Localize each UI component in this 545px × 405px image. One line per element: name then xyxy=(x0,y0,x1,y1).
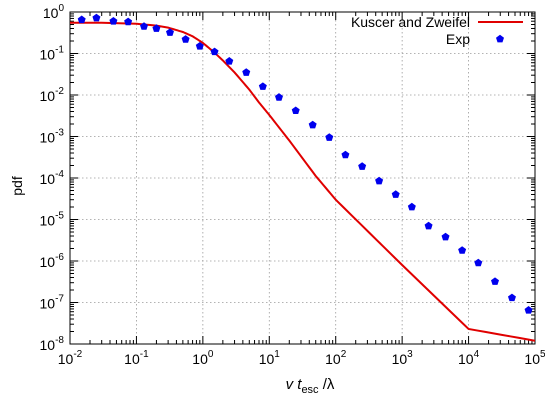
exp-data-point xyxy=(341,150,350,159)
y-tick-label: 100 xyxy=(43,3,65,21)
exp-data-point xyxy=(195,41,204,50)
x-tick-label: 100 xyxy=(192,349,214,367)
y-tick-label: 10-4 xyxy=(40,169,65,187)
exp-data-point xyxy=(358,162,367,170)
exp-data-point xyxy=(375,176,384,185)
exp-data-point xyxy=(291,106,300,115)
exp-data-point xyxy=(225,57,234,65)
y-tick-label: 10-8 xyxy=(40,335,65,353)
legend-swatch-marker xyxy=(496,34,504,43)
y-tick-label: 10-6 xyxy=(40,252,65,270)
legend-label: Exp xyxy=(446,31,470,47)
exp-data-point xyxy=(407,202,416,211)
grid xyxy=(70,12,535,344)
x-tick-label: 10-2 xyxy=(58,349,83,367)
x-tick-label: 103 xyxy=(392,349,414,367)
x-tick-labels: 10-2 10-1 100 101 102 103 104 105 xyxy=(58,349,545,367)
exp-data-point xyxy=(165,28,174,36)
exp-data-point xyxy=(181,35,190,43)
y-tick-label: 10-5 xyxy=(40,211,65,229)
y-tick-label: 10-7 xyxy=(40,294,65,312)
x-axis-label-subscript: esc xyxy=(301,384,319,396)
exp-data-point xyxy=(140,22,148,30)
exp-data-point xyxy=(210,47,219,56)
exp-data-point xyxy=(152,24,161,32)
x-tick-label: 105 xyxy=(524,349,545,367)
exp-data-point xyxy=(507,293,516,302)
ticks xyxy=(69,11,536,345)
x-tick-label: 104 xyxy=(458,349,480,367)
exp-data-point xyxy=(124,17,133,26)
x-tick-label: 101 xyxy=(259,349,281,367)
y-tick-label: 10-1 xyxy=(40,45,65,63)
x-axis-label-suffix: /λ xyxy=(319,376,335,393)
exp-data-point xyxy=(275,93,283,101)
x-axis-label-main: v t xyxy=(286,376,303,393)
y-tick-labels: 10-8 10-7 10-6 10-5 10-4 10-3 10-2 10-1 100 xyxy=(40,3,65,353)
exp-data-point xyxy=(325,133,334,141)
exp-data-point xyxy=(77,15,86,24)
exp-data-point xyxy=(424,221,433,230)
exp-data-point xyxy=(242,68,251,76)
x-axis-label: v tesc /λ xyxy=(286,376,335,396)
exp-data-point xyxy=(458,246,467,254)
legend-label: Kuscer and Zweifel xyxy=(351,14,470,30)
x-tick-label: 10-1 xyxy=(124,349,149,367)
x-tick-label: 102 xyxy=(325,349,347,367)
y-tick-label: 10-3 xyxy=(40,128,65,146)
y-axis-label: pdf xyxy=(9,176,25,196)
series-line-kuscer-zweifel xyxy=(70,21,535,342)
exp-data-point xyxy=(391,190,400,198)
plot-area xyxy=(70,13,535,342)
exp-data-point xyxy=(524,306,533,314)
y-tick-label: 10-2 xyxy=(40,86,65,104)
exp-data-point xyxy=(92,13,101,22)
exp-data-point xyxy=(491,277,499,285)
exp-data-point xyxy=(258,82,267,90)
exp-data-point xyxy=(109,17,118,25)
exp-data-point xyxy=(474,258,483,267)
exp-data-point xyxy=(441,232,450,241)
exp-data-point xyxy=(308,120,317,129)
